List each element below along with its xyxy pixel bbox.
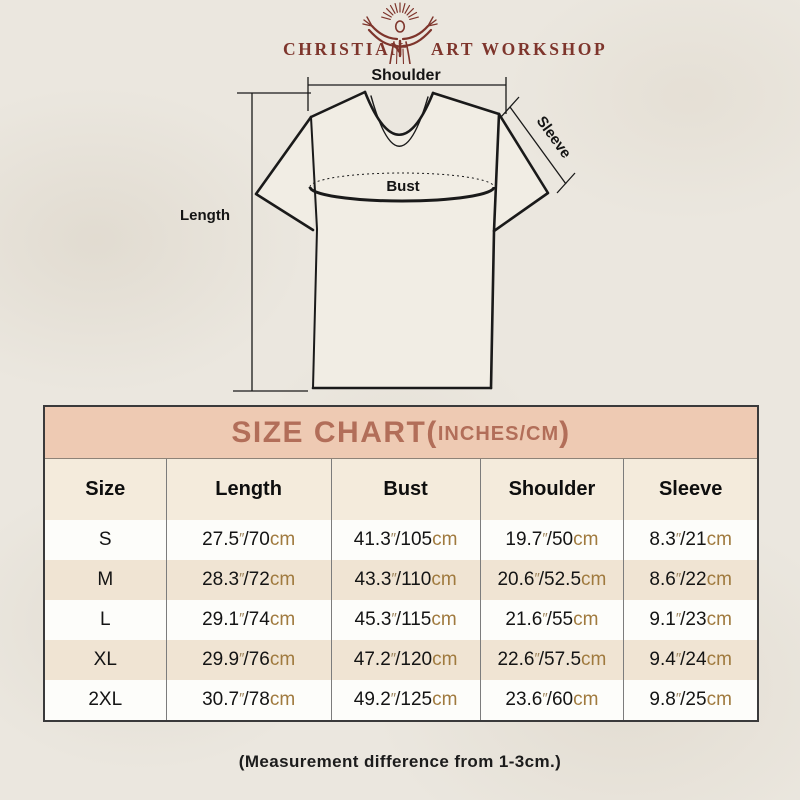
column-header: Shoulder (480, 459, 625, 520)
sleeve-cell: 8.6″/22cm (623, 560, 757, 600)
tshirt-measurement-diagram: Shoulder Length Bust Sleeve (180, 67, 576, 392)
table-row: 2XL 30.7″/78cm 49.2″/125cm 23.6″/60cm 9.8″/2… (45, 680, 757, 720)
size-chart-panel: SIZE CHART(INCHES/CM) Size Length Bust Shou… (43, 405, 759, 722)
sleeve-cell: 9.8″/25cm (649, 689, 732, 710)
column-header: Size (45, 459, 167, 520)
size-chart-title-text: SIZE CHART (231, 415, 427, 449)
column-header: Bust (331, 459, 481, 520)
size-cell: M (45, 560, 167, 600)
bust-cell: 45.3″/115cm (331, 600, 481, 640)
diagram-sleeve-label: Sleeve (533, 113, 575, 161)
length-cell: 30.7″/78cm (166, 680, 332, 720)
length-cell: 28.3″/72cm (166, 560, 332, 600)
diagram-length-label: Length (180, 207, 230, 224)
shoulder-cell: 23.6″/60cm (480, 680, 625, 720)
hands-icon (362, 16, 438, 27)
length-cell: 27.5″/70cm (166, 520, 332, 560)
jesus-figure-icon (362, 2, 438, 64)
bust-cell: 47.2″/120cm (331, 640, 481, 680)
diagram-bust-label: Bust (386, 178, 419, 195)
cross-icon (393, 39, 407, 58)
size-table-header-row: Size Length Bust Shoulder Sleeve (45, 459, 757, 520)
shoulder-cell: 21.6″/55cm (480, 600, 625, 640)
size-cell: L (45, 600, 167, 640)
brand-name-left: CHRISTIAN (283, 39, 406, 59)
size-cell: 2XL (45, 680, 167, 720)
column-header: Sleeve (623, 459, 757, 520)
sleeve-cell: 8.3″/21cm (649, 529, 732, 550)
table-row: L 29.1″/74cm 45.3″/115cm 21.6″/55cm 9.1″/23c… (45, 600, 757, 640)
bust-cell: 49.2″/125cm (331, 680, 481, 720)
sleeve-cell: 9.4″/24cm (623, 640, 757, 680)
table-row: M 28.3″/72cm 43.3″/110cm 20.6″/52.5cm 8.6″/2… (45, 560, 757, 600)
head-icon (394, 20, 406, 33)
length-cell: 29.9″/76cm (166, 640, 332, 680)
size-chart-title: SIZE CHART(INCHES/CM) (45, 407, 757, 459)
size-chart-units: INCHES/CM (437, 422, 560, 445)
bust-cell: 41.3″/105cm (331, 520, 481, 560)
table-row: S 27.5″/70cm 41.3″/105cm 19.7″/50cm 8.3″/21c… (45, 520, 757, 560)
sleeve-cell: 9.1″/23cm (649, 609, 732, 630)
robe-icon (389, 41, 411, 64)
arms-icon (367, 24, 433, 48)
measurement-note: (Measurement difference from 1-3cm.) (238, 752, 562, 771)
shoulder-cell: 19.7″/50cm (480, 520, 625, 560)
diagram-shoulder-label: Shoulder (371, 67, 440, 84)
bust-ellipse-bottom (308, 186, 496, 203)
measurement-lines (233, 77, 576, 392)
rays-icon (381, 2, 419, 20)
length-cell: 29.1″/74cm (166, 600, 332, 640)
size-table: Size Length Bust Shoulder Sleeve S 27.5″/70cm… (45, 459, 757, 720)
tshirt-body-shape (256, 92, 548, 388)
shoulder-cell: 20.6″/52.5cm (480, 560, 625, 600)
brand-name-right: ART WORKSHOP (431, 39, 608, 59)
bust-cell: 43.3″/110cm (331, 560, 481, 600)
table-row: XL 29.9″/76cm 47.2″/120cm 22.6″/57.5cm 9.4″/… (45, 640, 757, 680)
column-header: Length (166, 459, 332, 520)
size-cell: XL (45, 640, 167, 680)
shoulder-cell: 22.6″/57.5cm (480, 640, 625, 680)
size-cell: S (45, 520, 167, 560)
tshirt-outline (254, 90, 550, 390)
